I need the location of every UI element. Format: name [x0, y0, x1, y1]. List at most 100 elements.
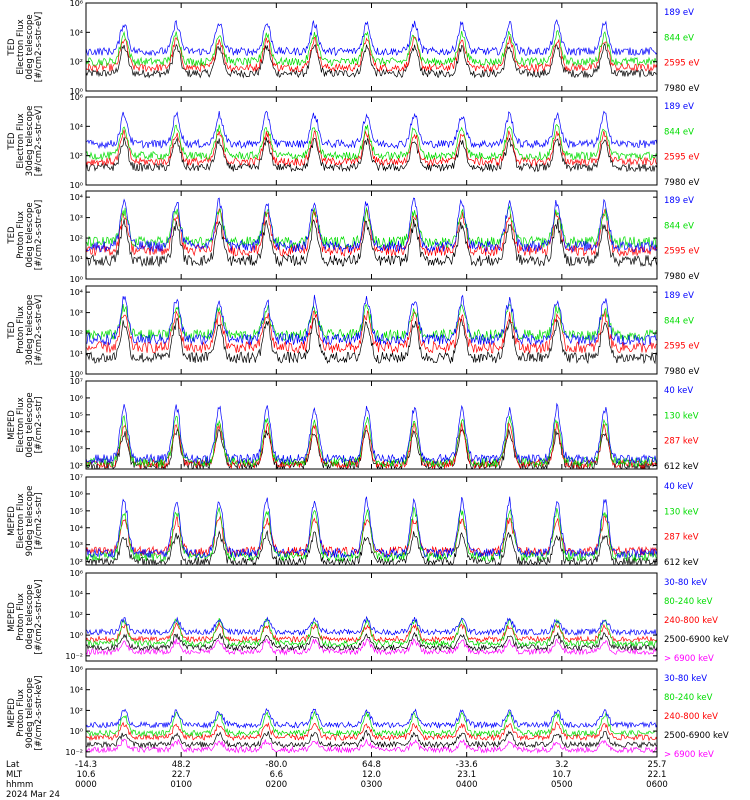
legend-entry: 7980 eV: [664, 178, 700, 188]
y-tick-label: 10⁴: [70, 590, 83, 599]
y-tick-label: 10⁴: [70, 686, 83, 695]
y-tick-label: 10⁶: [70, 569, 83, 578]
y-tick-label: 10²: [70, 706, 83, 715]
y-axis-label: 0deg telescope: [25, 392, 35, 457]
y-axis-label: TED: [7, 38, 17, 57]
legend-entry: 80-240 keV: [664, 597, 713, 607]
y-tick-label: 10²: [70, 58, 83, 67]
y-axis-label: [#/cm2-s-str-eV]: [34, 106, 44, 176]
y-tick-label: 10⁶: [70, 93, 83, 102]
y-tick-label: 10⁶: [70, 0, 83, 8]
legend-entry: 287 keV: [664, 533, 699, 543]
series-line-3: [86, 506, 657, 563]
y-axis-label: [#/cm2-s-str-keV]: [34, 676, 44, 751]
y-axis-label: [#/cm2-s-str-eV]: [34, 12, 44, 82]
y-axis-label: Electron Flux: [16, 19, 26, 74]
series-line-2: [86, 729, 657, 749]
y-axis-label: Proton Flux: [16, 306, 26, 354]
y-tick-label: 10⁰: [70, 631, 83, 640]
y-tick-label: 10⁰: [70, 370, 83, 379]
y-tick-label: 10⁷: [70, 377, 83, 386]
y-tick-label: 10⁶: [70, 394, 83, 403]
series-line-1: [86, 136, 657, 173]
legend-entry: 844 eV: [664, 221, 694, 231]
y-axis-label: MEPED: [7, 506, 17, 536]
x-tick-label: 0500: [551, 780, 573, 790]
x-tick-label: 22.1: [648, 770, 667, 780]
legend-entry: 844 eV: [664, 33, 694, 43]
x-tick-label: -80.0: [265, 760, 287, 770]
y-tick-label: 10¹: [70, 255, 83, 264]
y-axis-label: 30deg telescope: [25, 295, 35, 366]
legend-entry: 130 keV: [664, 507, 699, 517]
x-tick-label: 0200: [266, 780, 288, 790]
series-line-4: [86, 294, 657, 346]
series-line-3: [86, 721, 657, 742]
legend-entry: 30-80 keV: [664, 578, 707, 588]
legend-entry: 189 eV: [664, 8, 694, 18]
y-tick-label: 10²: [70, 329, 83, 338]
y-tick-label: 10⁰: [70, 87, 83, 96]
x-row-label: Lat: [6, 760, 20, 770]
y-axis-label: [#/cm2-s-str-keV]: [34, 580, 44, 655]
legend-entry: 130 keV: [664, 411, 699, 421]
series-line-1: [86, 638, 657, 656]
y-axis-label: [#/cm2-s-str]: [34, 493, 44, 550]
y-tick-label: 10²: [70, 610, 83, 619]
y-axis-label: 90deg telescope: [25, 678, 35, 749]
series-line-1: [86, 42, 657, 79]
series-line-1: [86, 738, 657, 754]
legend-entry: 30-80 keV: [664, 674, 707, 684]
y-axis-label: Electron Flux: [16, 397, 26, 452]
legend-entry: 7980 eV: [664, 84, 700, 94]
series-line-4: [86, 710, 657, 738]
y-axis-label: [#/cm2-s-str-eV]: [34, 200, 44, 270]
panel-6: 10⁷ 10⁶ 10⁵ 10⁴ 10³ 10² MEPED Electron Flux 90de…: [7, 473, 699, 568]
series-line-3: [86, 621, 657, 644]
panel-2: 10⁶ 10⁴ 10² 10⁰ TED Electron Flux 30deg telesc…: [7, 93, 700, 190]
series-line-5: [86, 707, 657, 730]
x-tick-label: -14.3: [75, 760, 97, 770]
y-axis-label: Proton Flux: [16, 211, 26, 259]
y-axis-label: 0deg telescope: [25, 584, 35, 649]
y-axis-label: Electron Flux: [16, 493, 26, 548]
x-tick-label: 0400: [456, 780, 478, 790]
y-axis-label: MEPED: [7, 602, 17, 632]
y-axis-label: 0deg telescope: [25, 14, 35, 79]
series-line-2: [86, 631, 657, 652]
legend-entry: > 6900 keV: [664, 750, 714, 760]
x-tick-label: 10.6: [77, 770, 96, 780]
x-tick-label: -33.6: [456, 760, 478, 770]
y-axis-label: [#/cm2-s-str-eV]: [34, 295, 44, 365]
y-tick-label: 10³: [70, 445, 83, 454]
panel-4: 10⁴ 10³ 10² 10¹ 10⁰ TED Proton Flux 30deg teles…: [7, 285, 700, 379]
x-tick-label: 0600: [646, 780, 668, 790]
series-line-2: [86, 35, 657, 73]
x-row-label: 2024 Mar 24: [6, 790, 60, 800]
y-tick-label: 10⁴: [70, 428, 83, 437]
y-axis-label: Proton Flux: [16, 689, 26, 737]
y-tick-label: 10⁵: [70, 507, 83, 516]
series-line-2: [86, 208, 657, 257]
legend-entry: 2595 eV: [664, 247, 700, 257]
x-tick-label: 3.2: [555, 760, 569, 770]
y-axis-label: 30deg telescope: [25, 106, 35, 177]
y-tick-label: 10⁰: [70, 727, 83, 736]
x-tick-label: 6.6: [270, 770, 284, 780]
series-line-3: [86, 303, 657, 343]
y-tick-label: 10³: [70, 541, 83, 550]
series-line-3: [86, 30, 657, 67]
x-tick-label: 23.1: [457, 770, 476, 780]
y-tick-label: 10²: [70, 462, 83, 471]
y-tick-label: 10⁻²: [65, 748, 83, 757]
series-line-4: [86, 19, 657, 57]
x-tick-label: 0000: [75, 780, 97, 790]
y-axis-label: 90deg telescope: [25, 486, 35, 557]
legend-entry: 40 keV: [664, 482, 693, 492]
x-tick-label: 64.8: [362, 760, 381, 770]
x-row-label: MLT: [6, 770, 23, 780]
legend-entry: 240-800 keV: [664, 616, 718, 626]
y-axis-label: Proton Flux: [16, 593, 26, 641]
legend-entry: 2595 eV: [664, 59, 700, 69]
